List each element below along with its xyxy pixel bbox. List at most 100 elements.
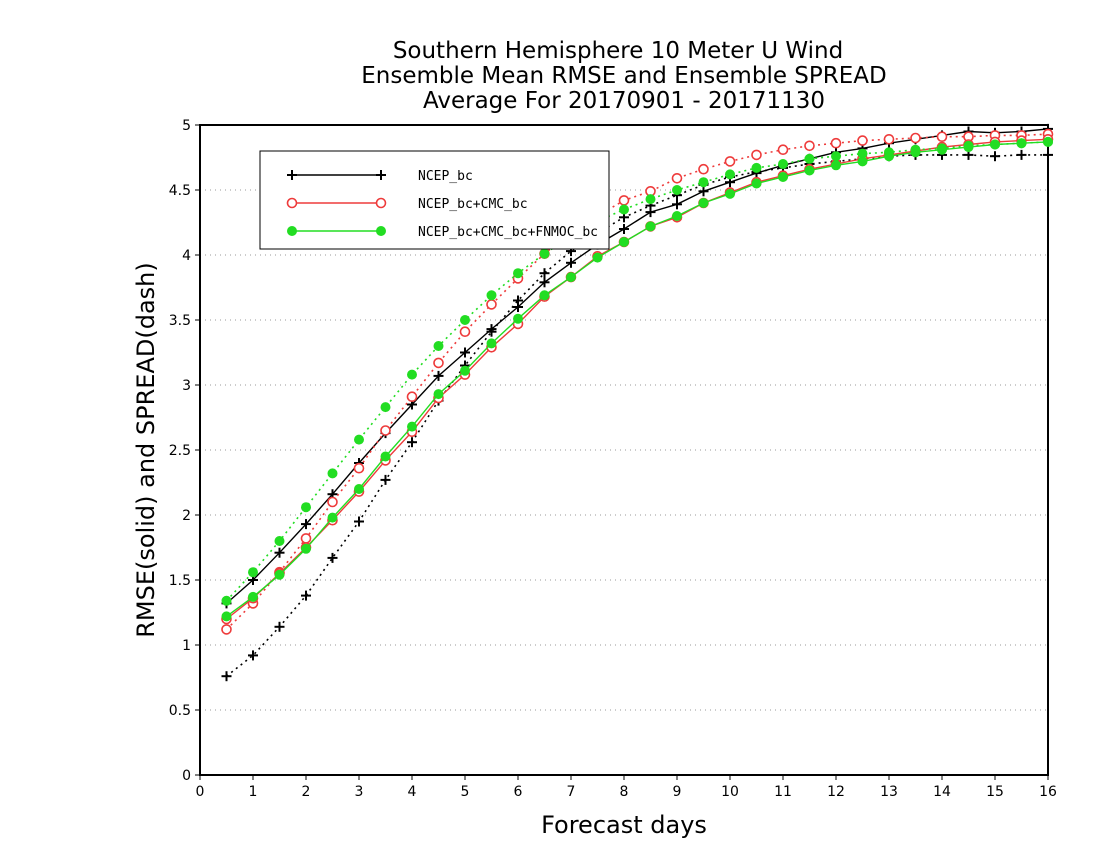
x-tick-label: 6 <box>514 784 523 800</box>
rmse-point-ncep-bc-cmc-bc-fnmoc-bc <box>1016 138 1027 149</box>
spread-point-ncep-bc-cmc-bc <box>751 149 762 161</box>
rmse-point-ncep-bc-cmc-bc-fnmoc-bc <box>884 151 894 162</box>
spread-point-ncep-bc-cmc-bc-fnmoc-bc <box>751 162 762 173</box>
spread-point-ncep-bc-cmc-bc <box>936 131 948 142</box>
spread-point-ncep-bc <box>380 474 391 485</box>
y-axis-label: RMSE(solid) and SPREAD(dash) <box>132 262 160 638</box>
spread-point-ncep-bc-cmc-bc <box>910 132 921 144</box>
spread-point-ncep-bc-cmc-bc <box>671 173 683 184</box>
spread-point-ncep-bc <box>221 671 232 682</box>
rmse-point-ncep-bc-cmc-bc-fnmoc-bc <box>433 389 444 400</box>
spread-point-ncep-bc <box>1043 149 1053 160</box>
rmse-point-ncep-bc <box>698 186 709 197</box>
spread-point-ncep-bc-cmc-bc-fnmoc-bc <box>831 151 841 162</box>
rmse-point-ncep-bc-cmc-bc-fnmoc-bc <box>274 569 285 580</box>
x-tick-label: 4 <box>408 784 417 800</box>
spread-point-ncep-bc-cmc-bc <box>327 496 338 508</box>
rmse-point-ncep-bc-cmc-bc-fnmoc-bc <box>486 338 497 349</box>
x-tick-label: 16 <box>1039 784 1057 800</box>
legend-marker <box>287 226 297 236</box>
spread-point-ncep-bc <box>407 437 417 448</box>
rmse-point-ncep-bc <box>460 347 470 358</box>
legend-box <box>259 150 610 250</box>
y-tick-label: 5 <box>182 118 191 134</box>
rmse-point-ncep-bc-cmc-bc-fnmoc-bc <box>1043 136 1053 147</box>
rmse-point-ncep-bc <box>486 324 497 335</box>
rmse-point-ncep-bc <box>672 199 682 210</box>
x-tick-label: 8 <box>620 784 629 800</box>
spread-point-ncep-bc <box>354 516 364 527</box>
spread-point-ncep-bc-cmc-bc <box>698 163 709 175</box>
spread-point-ncep-bc <box>327 552 338 563</box>
spread-point-ncep-bc <box>1016 149 1027 160</box>
x-tick-label: 0 <box>196 784 205 800</box>
x-tick-label: 2 <box>302 784 311 800</box>
spread-point-ncep-bc-cmc-bc <box>433 357 444 369</box>
rmse-point-ncep-bc-cmc-bc-fnmoc-bc <box>221 611 232 622</box>
spread-point-ncep-bc-cmc-bc-fnmoc-bc <box>804 153 815 164</box>
spread-point-ncep-bc-cmc-bc-fnmoc-bc <box>301 502 311 513</box>
rmse-point-ncep-bc-cmc-bc-fnmoc-bc <box>539 290 550 301</box>
rmse-point-ncep-bc <box>539 277 550 288</box>
spread-point-ncep-bc-cmc-bc <box>353 462 365 474</box>
x-tick-label: 11 <box>774 784 792 800</box>
rmse-point-ncep-bc-cmc-bc-fnmoc-bc <box>831 160 841 171</box>
spread-point-ncep-bc-cmc-bc-fnmoc-bc <box>513 268 523 279</box>
spread-point-ncep-bc-cmc-bc-fnmoc-bc <box>539 248 550 259</box>
spread-point-ncep-bc-cmc-bc <box>406 391 418 403</box>
spread-point-ncep-bc-cmc-bc-fnmoc-bc <box>698 177 709 188</box>
rmse-point-ncep-bc-cmc-bc-fnmoc-bc <box>566 272 576 283</box>
spread-point-ncep-bc-cmc-bc <box>300 533 312 544</box>
x-tick-label: 13 <box>880 784 898 800</box>
spread-point-ncep-bc-cmc-bc <box>618 195 630 206</box>
y-tick-label: 2 <box>182 508 191 524</box>
gridlines <box>200 189 1048 711</box>
legend-label: NCEP_bc+CMC_bc+FNMOC_bc <box>418 225 598 240</box>
spread-point-ncep-bc-cmc-bc <box>804 140 815 152</box>
legend-marker <box>287 170 297 180</box>
spread-line-ncep-bc-cmc-bc <box>225 133 1049 630</box>
chart-title: Southern Hemisphere 10 Meter U Wind Ense… <box>361 38 886 114</box>
spread-point-ncep-bc-cmc-bc-fnmoc-bc <box>354 434 364 445</box>
spread-point-ncep-bc-cmc-bc-fnmoc-bc <box>248 567 258 578</box>
legend-marker <box>375 197 387 209</box>
y-tick-label: 3.5 <box>169 313 191 329</box>
spread-point-ncep-bc-cmc-bc-fnmoc-bc <box>433 341 444 351</box>
rmse-point-ncep-bc-cmc-bc-fnmoc-bc <box>751 178 762 189</box>
x-tick-label: 14 <box>933 784 951 800</box>
spread-point-ncep-bc-cmc-bc <box>380 425 391 436</box>
spread-point-ncep-bc-cmc-bc <box>857 135 868 146</box>
chart-title-line-2: Ensemble Mean RMSE and Ensemble SPREAD <box>361 63 886 89</box>
rmse-point-ncep-bc-cmc-bc-fnmoc-bc <box>937 144 947 155</box>
x-tick-label: 3 <box>355 784 364 800</box>
rmse-point-ncep-bc-cmc-bc-fnmoc-bc <box>301 543 311 554</box>
legend: NCEP_bc NCEP_bc+CMC_bc NCEP_bc+CMC_bc+FNMO… <box>259 150 610 250</box>
spread-point-ncep-bc-cmc-bc <box>777 144 789 155</box>
rmse-point-ncep-bc-cmc-bc-fnmoc-bc <box>513 313 523 324</box>
rmse-point-ncep-bc-cmc-bc-fnmoc-bc <box>804 165 815 176</box>
spread-point-ncep-bc-cmc-bc <box>724 156 736 167</box>
x-tick-label: 12 <box>827 784 845 800</box>
legend-marker <box>286 197 298 209</box>
rmse-point-ncep-bc-cmc-bc-fnmoc-bc <box>327 512 338 523</box>
rmse-point-ncep-bc-cmc-bc-fnmoc-bc <box>725 188 735 199</box>
spread-point-ncep-bc-cmc-bc-fnmoc-bc <box>407 369 417 380</box>
y-tick-label: 4.5 <box>169 183 191 199</box>
rmse-point-ncep-bc-cmc-bc-fnmoc-bc <box>778 172 788 182</box>
rmse-point-ncep-bc-cmc-bc-fnmoc-bc <box>910 147 921 158</box>
spread-point-ncep-bc-cmc-bc-fnmoc-bc <box>274 536 285 546</box>
y-tick-label: 1 <box>182 638 191 654</box>
spread-point-ncep-bc <box>248 650 258 661</box>
x-tick-label: 7 <box>567 784 576 800</box>
spread-point-ncep-bc-cmc-bc-fnmoc-bc <box>645 194 656 205</box>
chart-title-line-1: Southern Hemisphere 10 Meter U Wind <box>393 38 843 64</box>
rmse-point-ncep-bc-cmc-bc-fnmoc-bc <box>672 211 682 221</box>
rmse-point-ncep-bc <box>433 370 444 381</box>
spread-point-ncep-bc-cmc-bc-fnmoc-bc <box>672 185 682 195</box>
rmse-point-ncep-bc-cmc-bc-fnmoc-bc <box>380 451 391 462</box>
spread-point-ncep-bc-cmc-bc-fnmoc-bc <box>460 315 470 325</box>
rmse-point-ncep-bc-cmc-bc-fnmoc-bc <box>407 421 417 432</box>
spread-point-ncep-bc-cmc-bc-fnmoc-bc <box>778 159 788 169</box>
x-tick-label: 5 <box>461 784 470 800</box>
